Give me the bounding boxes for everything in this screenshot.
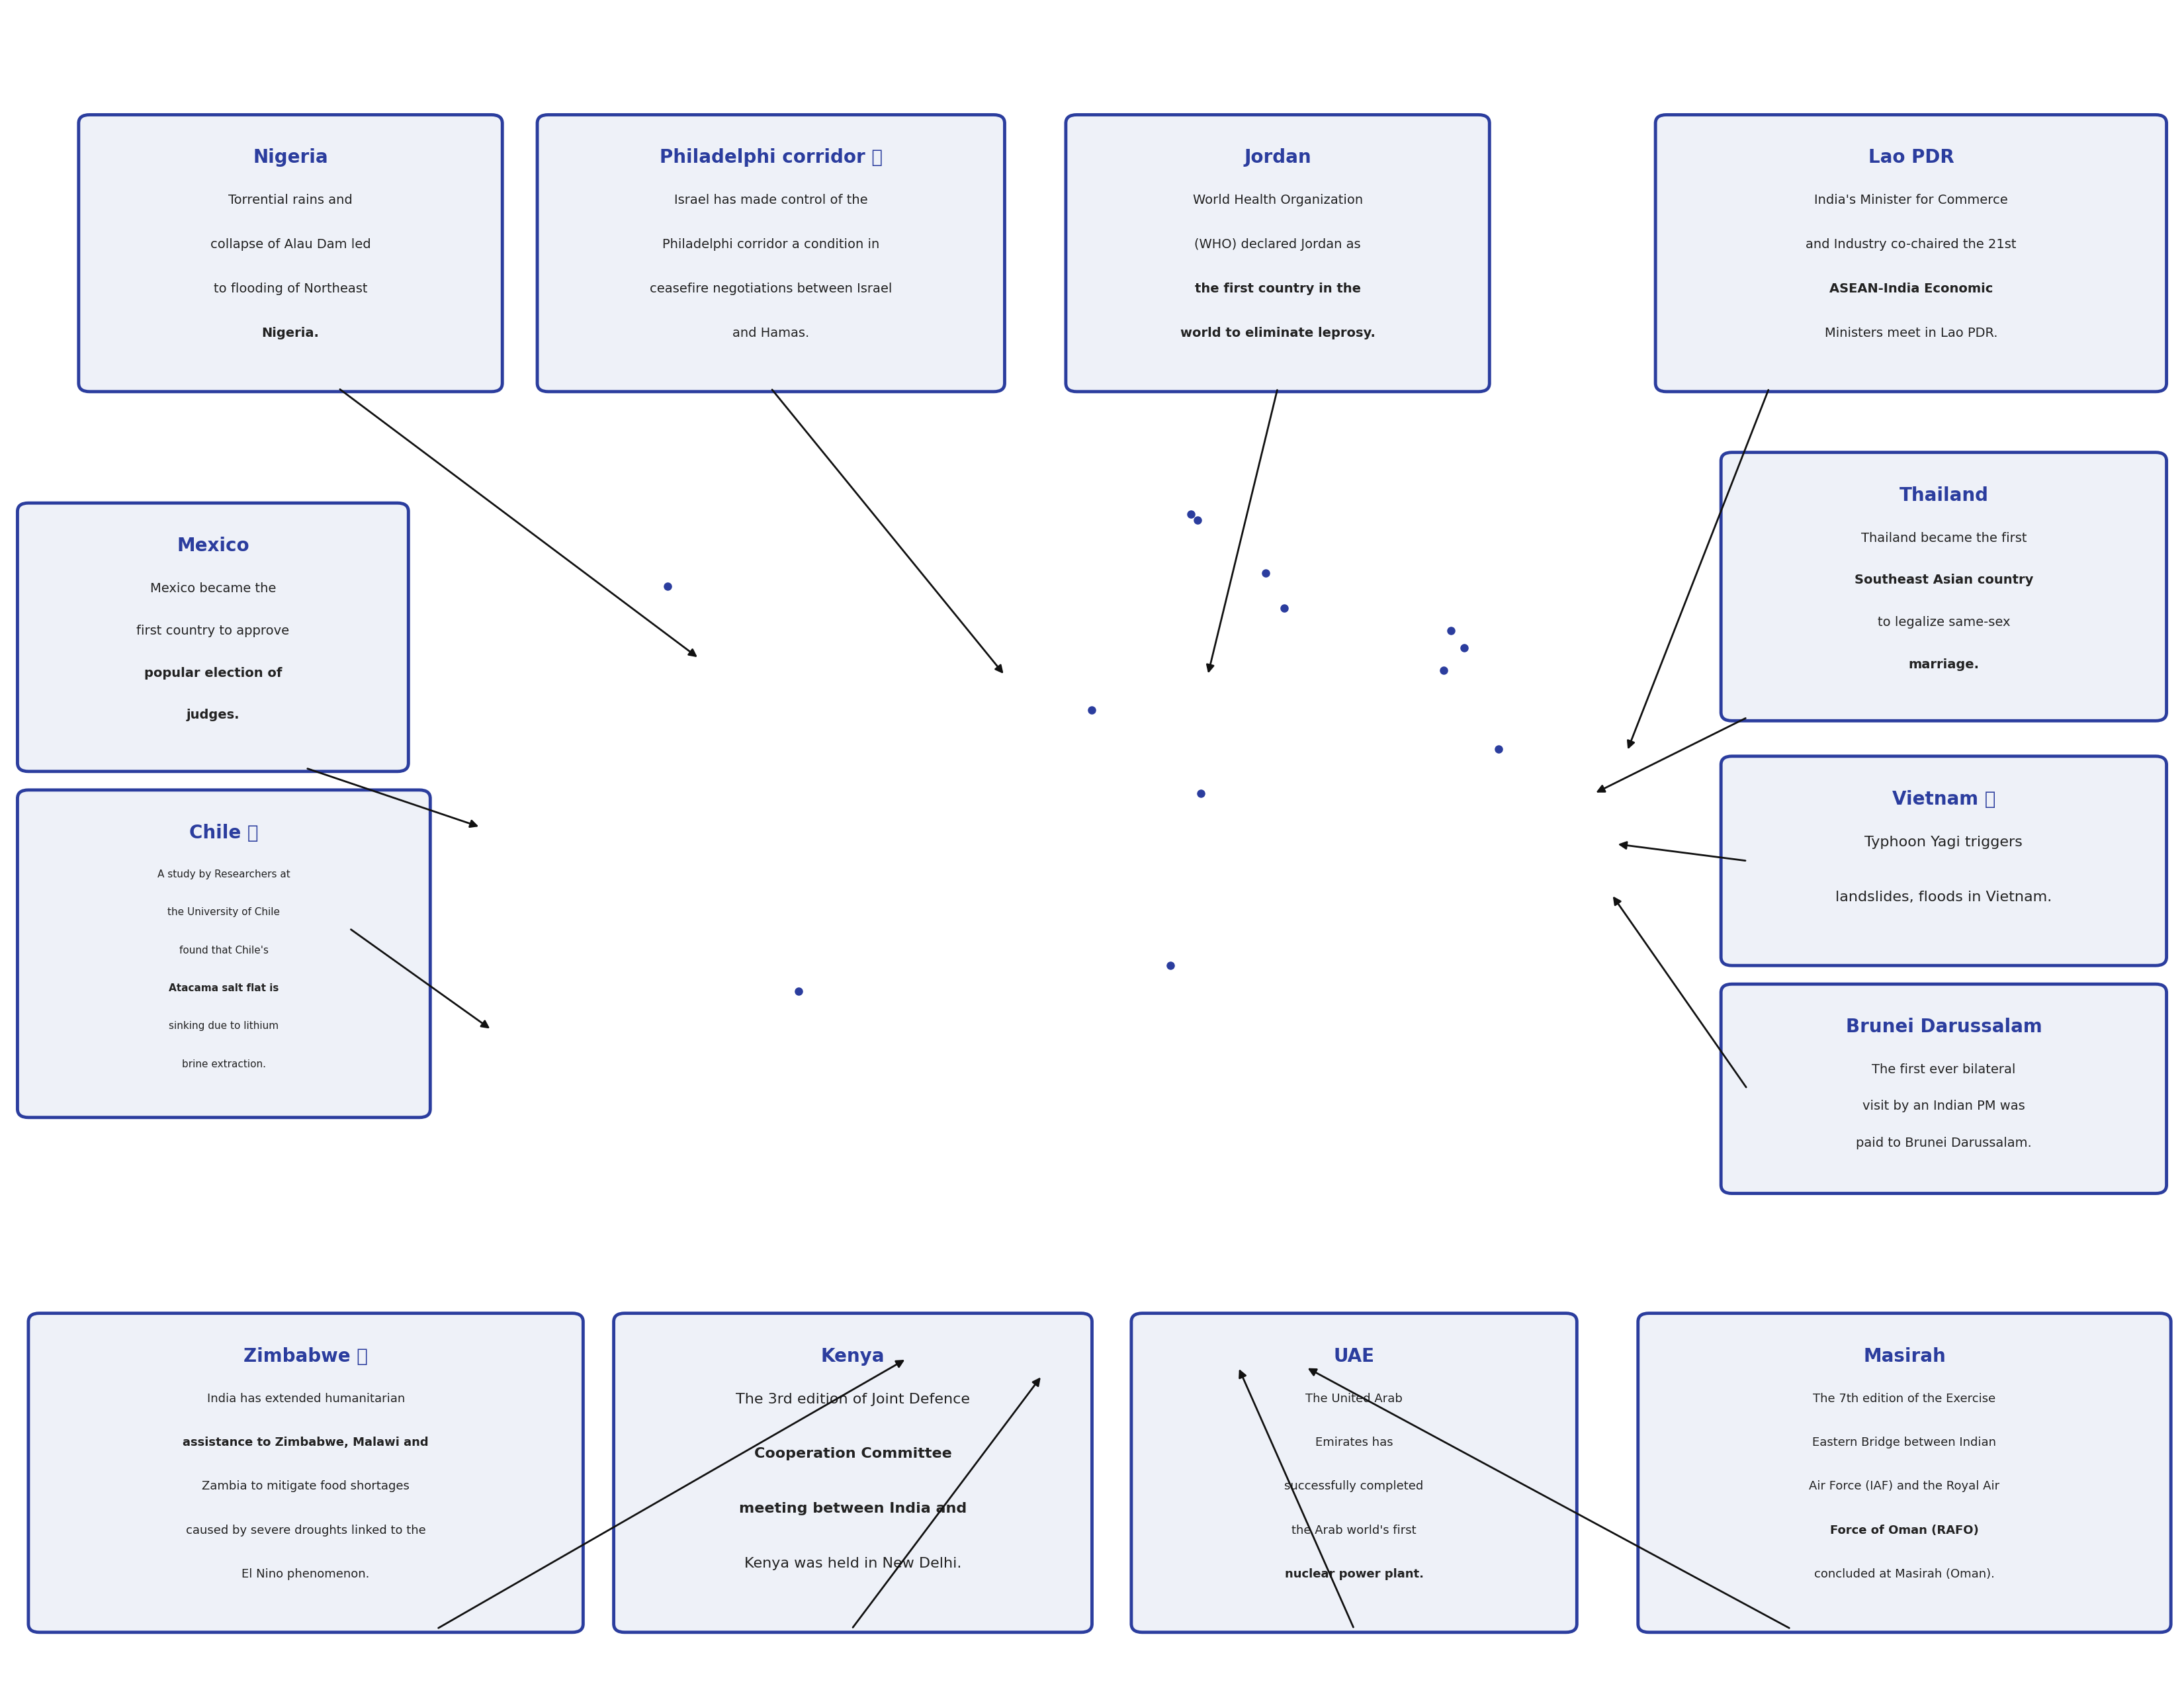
Text: caused by severe droughts linked to the: caused by severe droughts linked to the <box>186 1524 426 1536</box>
Text: Thailand became the first: Thailand became the first <box>1861 532 2027 544</box>
Text: Southeast Asian country: Southeast Asian country <box>1854 574 2033 586</box>
Text: The first ever bilateral: The first ever bilateral <box>1872 1063 2016 1075</box>
Text: Lao PDR: Lao PDR <box>1867 149 1955 167</box>
Text: Typhoon Yagi triggers: Typhoon Yagi triggers <box>1865 836 2022 849</box>
Text: to legalize same-sex: to legalize same-sex <box>1878 616 2009 628</box>
FancyBboxPatch shape <box>1655 115 2167 392</box>
Text: (WHO) declared Jordan as: (WHO) declared Jordan as <box>1195 238 1361 252</box>
Text: Mexico: Mexico <box>177 537 249 555</box>
Text: and Hamas.: and Hamas. <box>732 327 810 339</box>
Text: Force of Oman (RAFO): Force of Oman (RAFO) <box>1830 1524 1979 1536</box>
Text: ceasefire negotiations between Israel: ceasefire negotiations between Israel <box>651 282 891 295</box>
Text: World: World <box>1000 25 1184 79</box>
Text: judges.: judges. <box>186 709 240 721</box>
Text: and Industry co-chaired the 21st: and Industry co-chaired the 21st <box>1806 238 2016 252</box>
Text: Nigeria: Nigeria <box>253 149 328 167</box>
Text: Atacama salt flat is: Atacama salt flat is <box>168 982 280 993</box>
Text: Jordan: Jordan <box>1245 149 1310 167</box>
FancyBboxPatch shape <box>1066 115 1489 392</box>
Text: Masirah: Masirah <box>1863 1347 1946 1366</box>
Text: ASEAN-India Economic: ASEAN-India Economic <box>1830 282 1992 295</box>
Text: The United Arab: The United Arab <box>1306 1393 1402 1404</box>
Text: Kenya: Kenya <box>821 1347 885 1366</box>
FancyBboxPatch shape <box>17 790 430 1117</box>
FancyBboxPatch shape <box>28 1313 583 1632</box>
Text: to flooding of Northeast: to flooding of Northeast <box>214 282 367 295</box>
Text: first country to approve: first country to approve <box>135 625 290 636</box>
Text: the University of Chile: the University of Chile <box>168 908 280 917</box>
Text: Brunei Darussalam: Brunei Darussalam <box>1845 1018 2042 1036</box>
Text: Chile ⓘ: Chile ⓘ <box>190 824 258 842</box>
Text: UAE: UAE <box>1334 1347 1374 1366</box>
Text: Air Force (IAF) and the Royal Air: Air Force (IAF) and the Royal Air <box>1808 1480 2001 1492</box>
Text: visit by an Indian PM was: visit by an Indian PM was <box>1863 1101 2025 1112</box>
Text: India's Minister for Commerce: India's Minister for Commerce <box>1815 194 2007 206</box>
Text: India has extended humanitarian: India has extended humanitarian <box>207 1393 404 1404</box>
FancyBboxPatch shape <box>1721 452 2167 721</box>
Text: assistance to Zimbabwe, Malawi and: assistance to Zimbabwe, Malawi and <box>183 1436 428 1448</box>
Text: marriage.: marriage. <box>1909 658 1979 670</box>
Text: Philadelphi corridor a condition in: Philadelphi corridor a condition in <box>662 238 880 252</box>
Text: El Nino phenomenon.: El Nino phenomenon. <box>242 1568 369 1580</box>
Text: the first country in the: the first country in the <box>1195 282 1361 295</box>
Text: concluded at Masirah (Oman).: concluded at Masirah (Oman). <box>1815 1568 1994 1580</box>
Text: the Arab world's first: the Arab world's first <box>1291 1524 1417 1536</box>
Text: The 3rd edition of Joint Defence: The 3rd edition of Joint Defence <box>736 1393 970 1406</box>
Text: successfully completed: successfully completed <box>1284 1480 1424 1492</box>
FancyBboxPatch shape <box>79 115 502 392</box>
Text: world to eliminate leprosy.: world to eliminate leprosy. <box>1179 327 1376 339</box>
Text: Ministers meet in Lao PDR.: Ministers meet in Lao PDR. <box>1824 327 1998 339</box>
Text: Zimbabwe ⓘ: Zimbabwe ⓘ <box>245 1347 367 1366</box>
Text: World Health Organization: World Health Organization <box>1192 194 1363 206</box>
Text: paid to Brunei Darussalam.: paid to Brunei Darussalam. <box>1856 1136 2031 1150</box>
Text: Israel has made control of the: Israel has made control of the <box>675 194 867 206</box>
Text: Cooperation Committee: Cooperation Committee <box>753 1447 952 1460</box>
FancyBboxPatch shape <box>1131 1313 1577 1632</box>
FancyBboxPatch shape <box>614 1313 1092 1632</box>
Text: Vietnam ⓘ: Vietnam ⓘ <box>1891 790 1996 809</box>
Text: popular election of: popular election of <box>144 667 282 679</box>
Text: Thailand: Thailand <box>1900 486 1987 505</box>
Text: Mexico became the: Mexico became the <box>151 582 275 594</box>
Text: meeting between India and: meeting between India and <box>738 1502 968 1516</box>
Text: The 7th edition of the Exercise: The 7th edition of the Exercise <box>1813 1393 1996 1404</box>
Text: sinking due to lithium: sinking due to lithium <box>168 1021 280 1031</box>
Text: Emirates has: Emirates has <box>1315 1436 1393 1448</box>
Text: Torrential rains and: Torrential rains and <box>229 194 352 206</box>
Text: collapse of Alau Dam led: collapse of Alau Dam led <box>210 238 371 252</box>
Text: landslides, floods in Vietnam.: landslides, floods in Vietnam. <box>1835 891 2053 903</box>
Text: Philadelphi corridor ⓘ: Philadelphi corridor ⓘ <box>660 149 882 167</box>
FancyBboxPatch shape <box>1721 984 2167 1193</box>
FancyBboxPatch shape <box>17 503 408 771</box>
Text: Eastern Bridge between Indian: Eastern Bridge between Indian <box>1813 1436 1996 1448</box>
Text: Zambia to mitigate food shortages: Zambia to mitigate food shortages <box>201 1480 411 1492</box>
Text: A study by Researchers at: A study by Researchers at <box>157 869 290 879</box>
Text: brine extraction.: brine extraction. <box>181 1060 266 1069</box>
FancyBboxPatch shape <box>537 115 1005 392</box>
FancyBboxPatch shape <box>1638 1313 2171 1632</box>
Text: found that Chile's: found that Chile's <box>179 945 269 955</box>
Text: Kenya was held in New Delhi.: Kenya was held in New Delhi. <box>745 1556 961 1570</box>
Text: nuclear power plant.: nuclear power plant. <box>1284 1568 1424 1580</box>
Text: Nigeria.: Nigeria. <box>262 327 319 339</box>
FancyBboxPatch shape <box>1721 756 2167 966</box>
